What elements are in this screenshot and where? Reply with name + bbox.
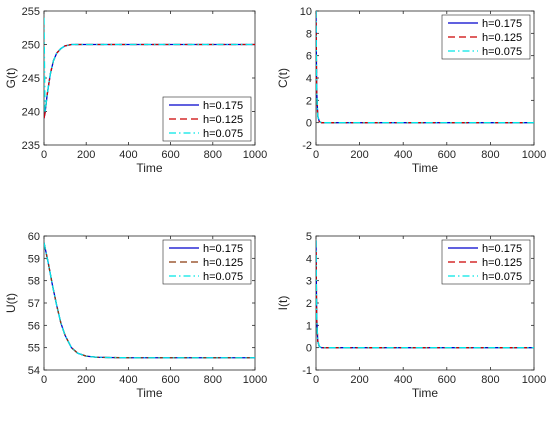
y-tick-label: 56	[28, 320, 40, 332]
y-tick-label: 245	[22, 73, 40, 85]
legend-entry: h=0.175	[482, 18, 522, 30]
y-tick-label: 2	[306, 298, 312, 310]
x-tick-label: 200	[77, 149, 95, 161]
legend-box	[441, 14, 531, 60]
legend: h=0.175 h=0.125 h=0.075	[162, 239, 252, 285]
y-tick-label: 60	[28, 231, 40, 243]
y-tick-label: 235	[22, 140, 40, 152]
series-line-3	[316, 11, 534, 124]
legend-entry: h=0.075	[203, 271, 243, 283]
x-tick-label: 800	[481, 149, 499, 161]
y-tick-label: 54	[28, 365, 40, 377]
y-tick-label: -1	[302, 365, 312, 377]
legend: h=0.175 h=0.125 h=0.075	[441, 239, 531, 285]
subplot-3: 0 200 400 600 800 1000 54 55 56 57 58 59 60 Time U(t) h…	[4, 231, 267, 400]
x-tick-label: 800	[481, 374, 499, 386]
x-tick-label: 400	[394, 149, 412, 161]
x-tick-label: 1000	[522, 149, 546, 161]
x-tick-label: 800	[204, 149, 222, 161]
y-tick-label: 57	[28, 298, 40, 310]
y-tick-label: 3	[306, 276, 312, 288]
y-axis-label: U(t)	[4, 293, 18, 313]
series-group	[44, 242, 255, 359]
legend-entry: h=0.075	[482, 46, 522, 58]
legend-entry: h=0.075	[482, 271, 522, 283]
y-tick-label: 4	[306, 253, 312, 265]
y-tick-label: 5	[306, 231, 312, 243]
legend: h=0.175 h=0.125 h=0.075	[162, 96, 252, 142]
legend-entry: h=0.125	[482, 32, 522, 44]
y-tick-label: 4	[306, 73, 312, 85]
x-tick-label: 400	[119, 374, 137, 386]
x-tick-label: 1000	[243, 374, 267, 386]
series-group	[44, 17, 255, 119]
x-tick-label: 200	[350, 374, 368, 386]
x-tick-label: 400	[394, 374, 412, 386]
y-tick-label: 10	[300, 6, 312, 18]
series-line-3	[44, 17, 255, 114]
x-tick-label: 600	[438, 149, 456, 161]
y-tick-label: 0	[306, 343, 312, 355]
legend-box	[162, 96, 252, 142]
legend-entry: h=0.175	[482, 243, 522, 255]
x-tick-label: 0	[313, 374, 319, 386]
x-tick-label: 1000	[522, 374, 546, 386]
x-tick-label: 400	[119, 149, 137, 161]
x-axis-label: Time	[136, 386, 163, 400]
y-axis-label: G(t)	[4, 68, 18, 89]
y-tick-label: 1	[306, 320, 312, 332]
series-group	[316, 11, 534, 124]
y-axis-label: C(t)	[276, 68, 290, 88]
legend-entry: h=0.125	[203, 257, 243, 269]
subplot-1: 0 200 400 600 800 1000 235 240 245 250 255 Time G(t)…	[4, 6, 267, 175]
y-tick-label: 6	[306, 51, 312, 63]
y-tick-label: 0	[306, 118, 312, 130]
x-tick-label: 0	[313, 149, 319, 161]
x-tick-label: 0	[41, 374, 47, 386]
legend-entry: h=0.175	[203, 243, 243, 255]
x-tick-label: 200	[77, 374, 95, 386]
legend-box	[441, 239, 531, 285]
legend-entry: h=0.175	[203, 100, 243, 112]
series-group	[316, 240, 534, 349]
x-axis-label: Time	[412, 386, 439, 400]
subplot-4: 0 200 400 600 800 1000-1012345TimeI(t)h=0.175…	[276, 231, 546, 400]
x-tick-label: 1000	[243, 149, 267, 161]
y-tick-label: 55	[28, 343, 40, 355]
x-axis-label: Time	[136, 161, 163, 175]
x-tick-label: 600	[438, 374, 456, 386]
x-tick-label: 600	[161, 374, 179, 386]
legend-box	[162, 239, 252, 285]
y-tick-label: 58	[28, 276, 40, 288]
legend-entry: h=0.125	[482, 257, 522, 269]
y-tick-label: -2	[302, 140, 312, 152]
x-tick-label: 200	[350, 149, 368, 161]
y-tick-label: 240	[22, 107, 40, 119]
x-axis-label: Time	[412, 161, 439, 175]
y-axis-label: I(t)	[276, 296, 290, 311]
x-tick-label: 600	[161, 149, 179, 161]
y-tick-label: 8	[306, 28, 312, 40]
y-tick-label: 250	[22, 40, 40, 52]
legend-entry: h=0.125	[203, 114, 243, 126]
y-tick-label: 59	[28, 253, 40, 265]
legend: h=0.175 h=0.125 h=0.075	[441, 14, 531, 60]
x-tick-label: 800	[204, 374, 222, 386]
subplot-2: 0 200 400 600 800 1000-20246810TimeC(t)h=0.17…	[276, 6, 546, 175]
x-tick-label: 0	[41, 149, 47, 161]
y-tick-label: 255	[22, 6, 40, 18]
series-line-3	[316, 240, 534, 349]
series-line-3	[44, 242, 255, 359]
legend-entry: h=0.075	[203, 128, 243, 140]
y-tick-label: 2	[306, 95, 312, 107]
